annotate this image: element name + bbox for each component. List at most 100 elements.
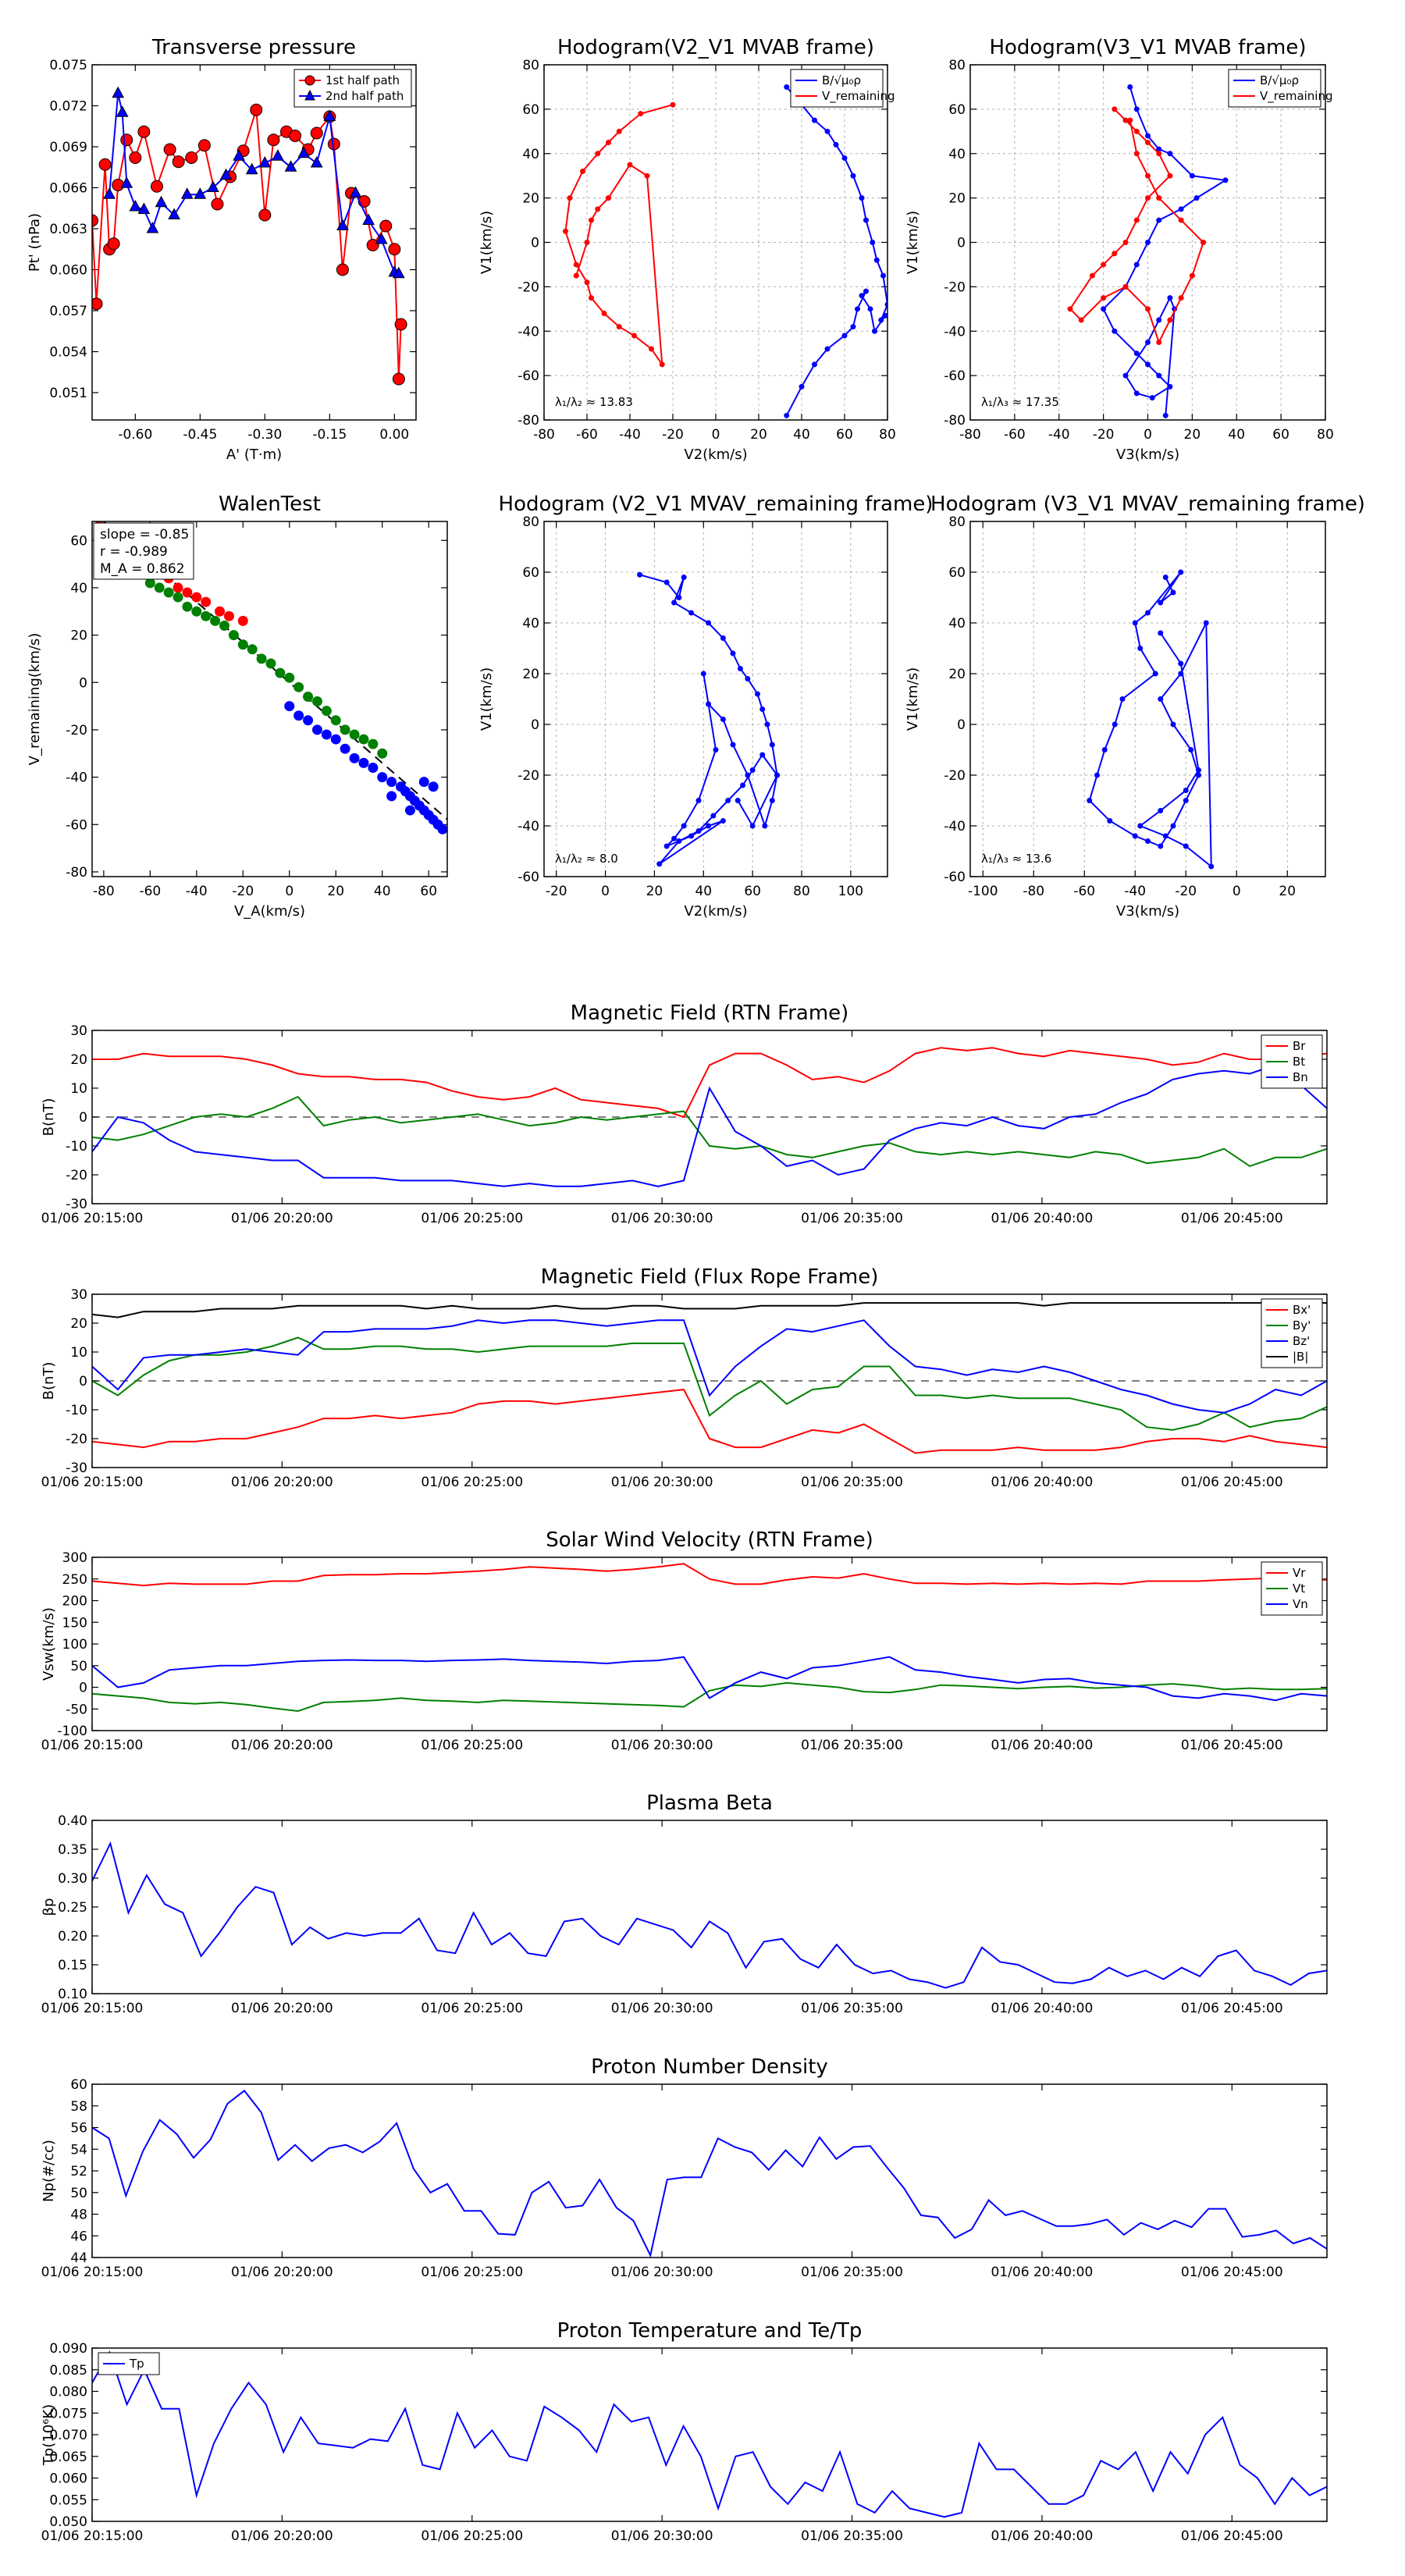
y-tick-label: 0.15 <box>58 1958 87 1973</box>
series-beta <box>92 1841 1327 1989</box>
data-point <box>1183 798 1189 803</box>
legend-label: B/√μ₀ρ <box>822 73 861 87</box>
x-tick-label: -100 <box>968 884 998 899</box>
plot-frame <box>543 521 888 877</box>
data-point <box>841 155 848 161</box>
legend-label: Vr <box>1293 1566 1306 1580</box>
y-tick-label: 150 <box>62 1615 87 1631</box>
plot-frame <box>91 2083 1328 2258</box>
scatter-point <box>311 696 322 707</box>
y-axis-label: Tp(10⁶K) <box>41 2404 57 2466</box>
data-point <box>1156 372 1162 379</box>
y-tick-label: 0.050 <box>49 2514 87 2530</box>
scatter-point <box>368 762 379 773</box>
x-axis-label: V3(km/s) <box>1116 903 1179 920</box>
y-tick-label: 0 <box>957 236 966 251</box>
data-point <box>1145 306 1151 312</box>
chart-title: Solar Wind Velocity (RTN Frame) <box>546 1528 873 1552</box>
data-point <box>688 833 695 839</box>
data-point <box>1193 195 1200 201</box>
chart-title: Plasma Beta <box>646 1791 773 1815</box>
scatter-point <box>418 777 429 788</box>
chart-title: Proton Number Density <box>591 2055 828 2079</box>
scatter-point <box>247 644 258 655</box>
data-point <box>284 160 297 172</box>
scatter-point <box>358 757 369 768</box>
scatter-point <box>265 658 276 669</box>
data-point <box>872 328 877 334</box>
legend: B/√μ₀ρ V_remaining <box>1228 69 1333 108</box>
data-point <box>1178 206 1184 212</box>
data-point <box>233 149 245 161</box>
data-point <box>1152 671 1158 677</box>
y-tick-label: -10 <box>66 1403 87 1418</box>
chart-p6: Hodogram (V3_V1 MVAV_remaining frame) -10… <box>905 493 1365 920</box>
data-point <box>870 240 876 245</box>
y-tick-label: 10 <box>70 1081 87 1097</box>
series-np <box>92 2089 1327 2258</box>
series-bn <box>92 1064 1327 1187</box>
y-tick-label: -60 <box>518 368 539 384</box>
data-point <box>880 272 886 279</box>
legend-label: 2nd half path <box>325 89 404 103</box>
x-tick-label: 0 <box>601 884 610 899</box>
data-point <box>1196 767 1201 773</box>
data-point <box>180 187 194 199</box>
data-point <box>1158 843 1164 849</box>
plot-area <box>1087 569 1215 870</box>
x-tick-label: 40 <box>695 884 712 899</box>
x-tick-label: -40 <box>1124 884 1146 899</box>
data-point <box>784 412 790 418</box>
x-tick-label: 01/06 20:40:00 <box>991 2528 1094 2544</box>
data-point <box>185 151 198 164</box>
y-tick-label: 0.090 <box>49 2341 87 2357</box>
x-tick-label: 80 <box>879 427 896 443</box>
y-tick-label: -20 <box>518 768 539 784</box>
scatter-point <box>377 748 388 759</box>
data-point <box>873 257 880 263</box>
data-point <box>151 180 163 193</box>
data-point <box>245 162 258 175</box>
data-point <box>1089 272 1095 279</box>
data-point <box>725 798 731 803</box>
data-point <box>850 324 856 330</box>
x-tick-label: 01/06 20:45:00 <box>1181 1738 1283 1753</box>
series-vt <box>92 1681 1327 1713</box>
data-point <box>606 195 611 201</box>
data-point <box>362 213 375 225</box>
data-point <box>720 635 726 641</box>
y-tick-label: -30 <box>66 1197 87 1212</box>
series-green <box>144 578 388 759</box>
y-tick-label: 60 <box>522 102 539 118</box>
y-tick-label: 0.065 <box>49 2450 87 2465</box>
data-point <box>1178 295 1184 301</box>
y-axis-label: V1(km/s) <box>905 667 921 731</box>
y-tick-label: 20 <box>522 191 539 207</box>
plot-frame <box>91 1030 1328 1204</box>
y-tick-label: -10 <box>66 1139 87 1155</box>
y-tick-label: 50 <box>70 2186 87 2201</box>
x-tick-label: 01/06 20:35:00 <box>801 2265 903 2280</box>
plot-area <box>563 84 887 418</box>
data-point <box>567 195 573 201</box>
data-point <box>740 782 746 788</box>
data-point <box>855 306 860 312</box>
y-tick-label: -40 <box>518 819 539 834</box>
data-point <box>163 143 176 156</box>
x-tick-label: 01/06 20:40:00 <box>991 1475 1094 1490</box>
chart-title: Transverse pressure <box>151 36 356 59</box>
x-tick-label: 01/06 20:15:00 <box>41 1211 144 1226</box>
scatter-point <box>330 715 341 726</box>
plot-area <box>92 1047 1327 1187</box>
y-tick-label: 0.057 <box>49 304 87 319</box>
y-tick-label: 0.10 <box>58 1987 87 2002</box>
data-point <box>1145 173 1151 179</box>
y-tick-label: 40 <box>948 616 966 632</box>
series--b- <box>92 1302 1327 1318</box>
x-tick-label: 01/06 20:35:00 <box>801 2528 903 2544</box>
data-point <box>863 217 869 223</box>
y-tick-label: -80 <box>944 413 966 429</box>
scatter-point <box>191 592 202 603</box>
